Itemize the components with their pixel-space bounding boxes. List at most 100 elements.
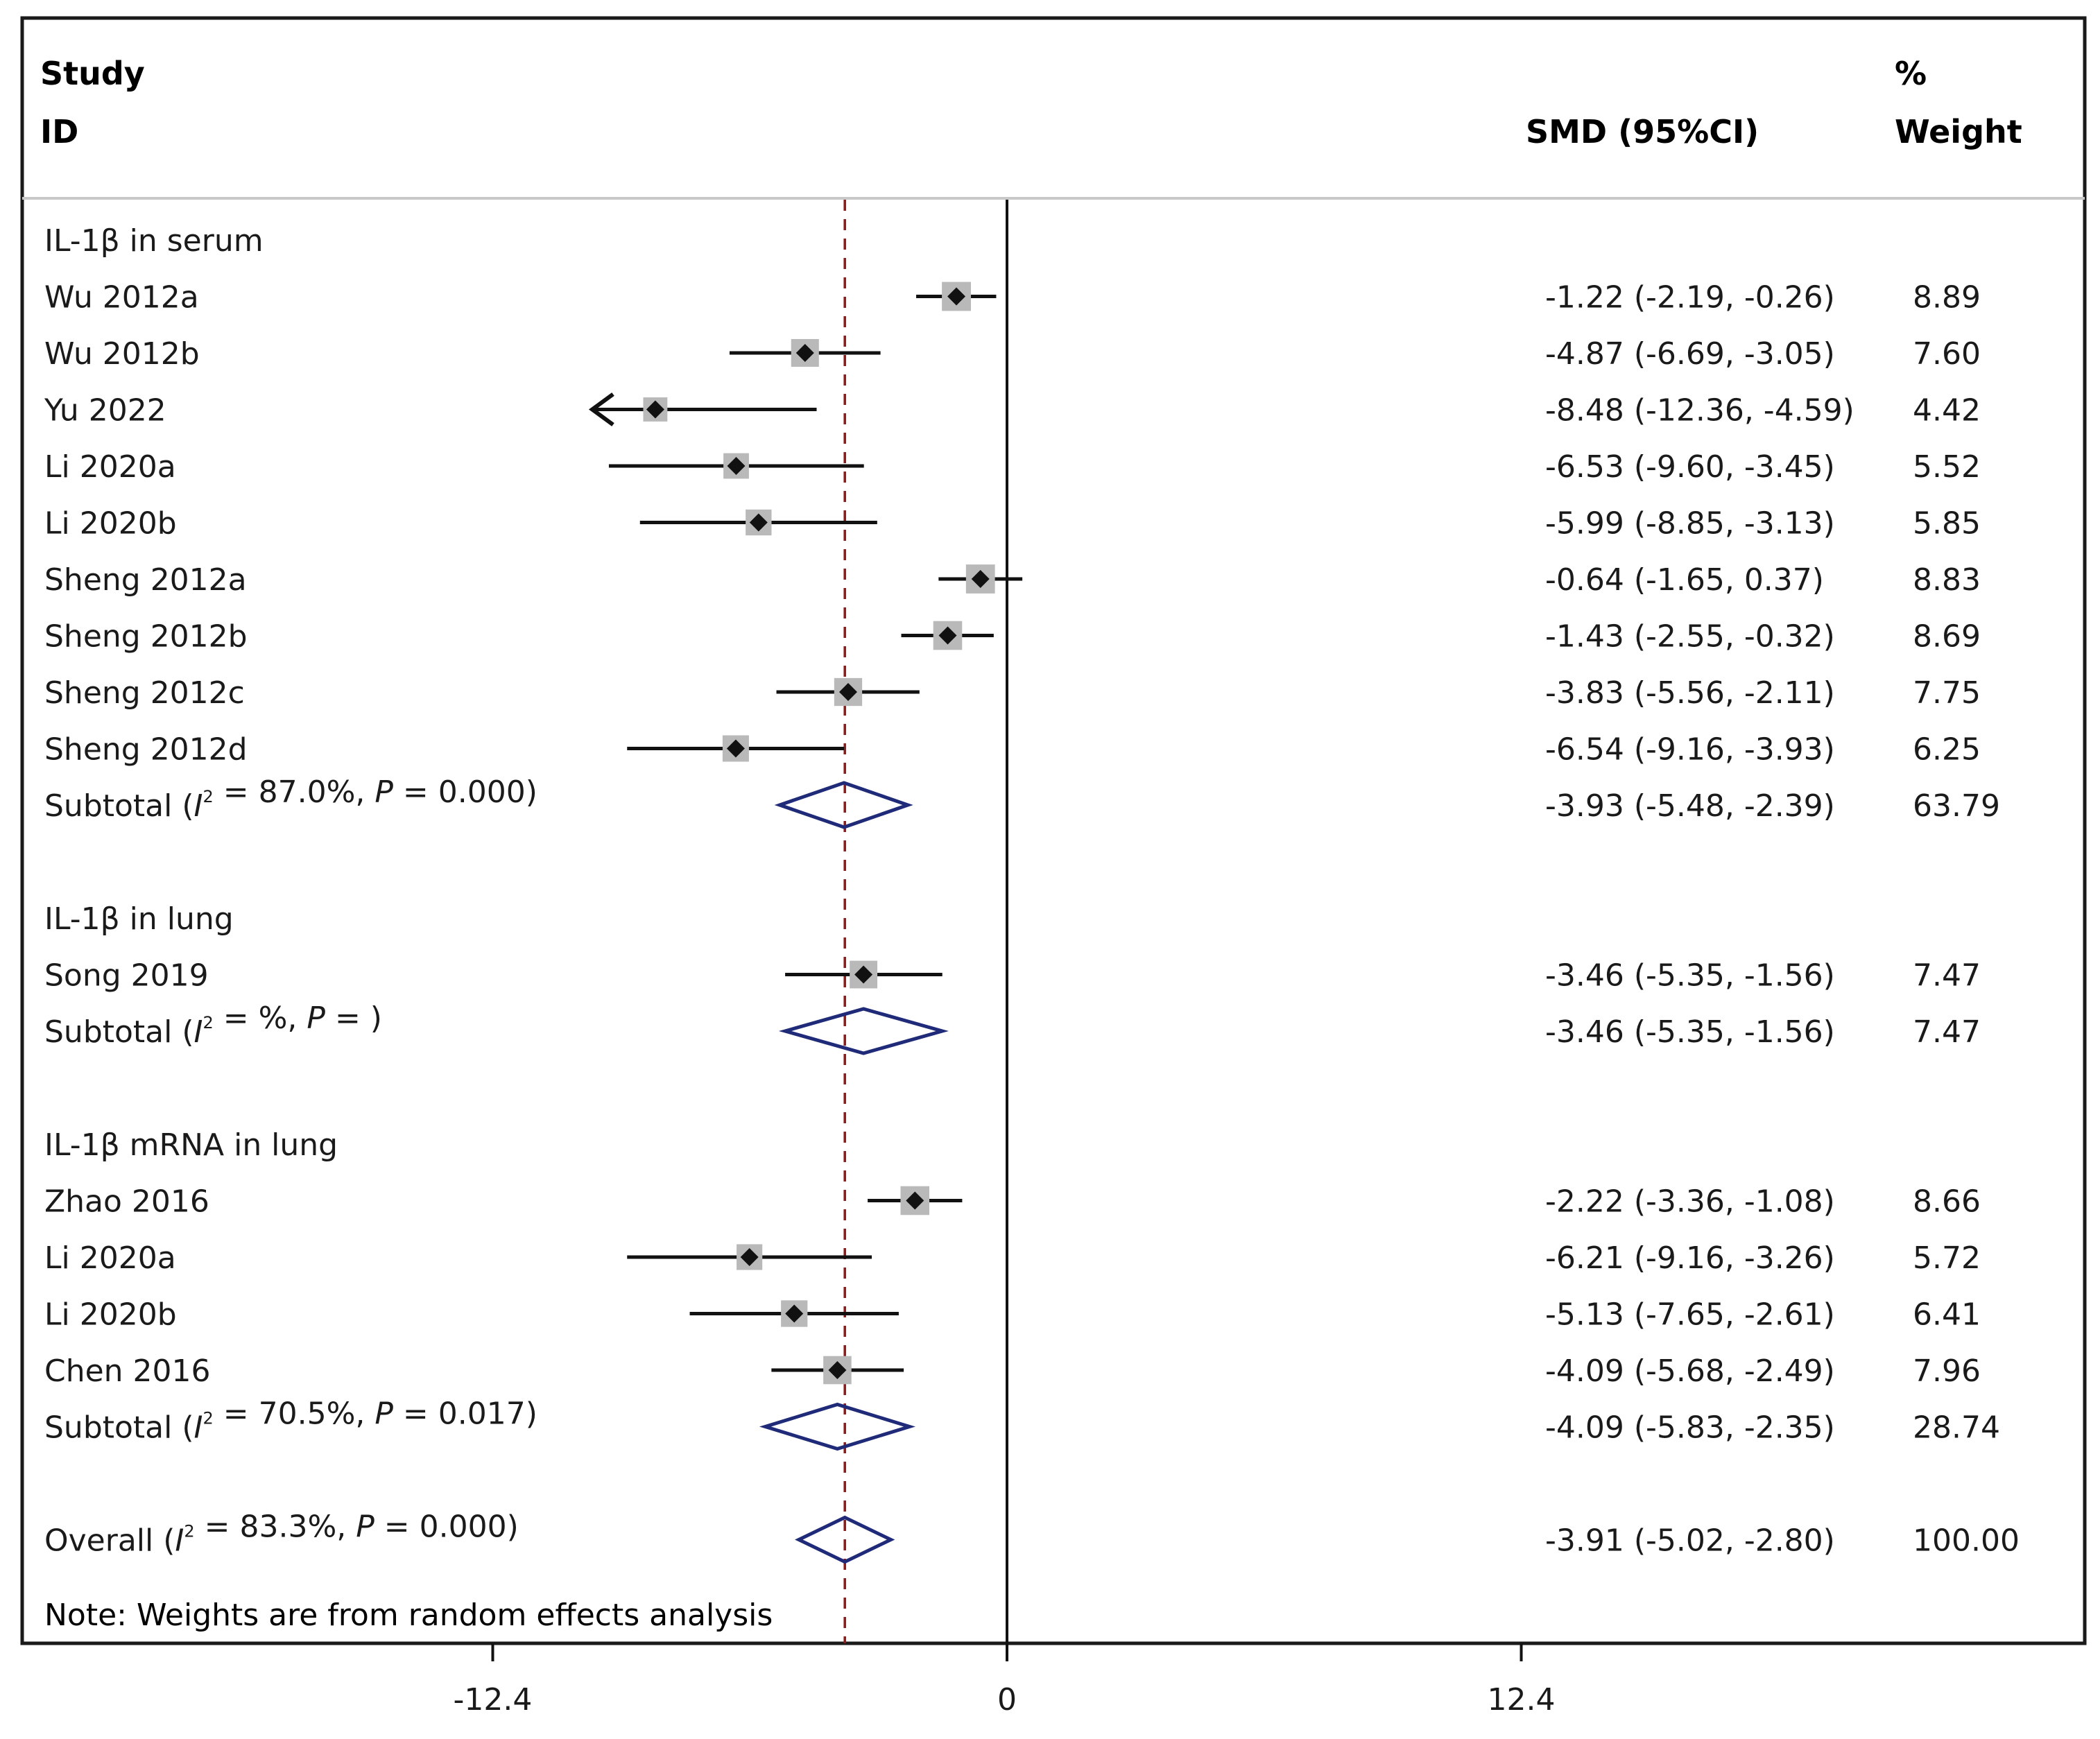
study-label: Li 2020a [44,1240,176,1276]
study-label: Song 2019 [44,958,209,994]
study-label: Li 2020b [44,1297,177,1333]
effect-size-ci-text: -3.93 (-5.48, -2.39) [1545,788,1835,824]
study-row: Song 2019 -3.46 (-5.35, -1.56) 7.47 [44,958,1981,994]
x-axis-tick-label: 12.4 [1488,1682,1556,1718]
study-label: Sheng 2012b [44,619,248,655]
weight-text: 8.83 [1913,562,1981,598]
weight-text: 8.89 [1913,280,1981,315]
weight-text: 4.42 [1913,393,1981,429]
weight-text: 8.69 [1913,619,1981,655]
study-label: Wu 2012b [44,336,200,372]
effect-size-ci-text: -3.46 (-5.35, -1.56) [1545,958,1835,994]
point-estimate-marker [854,965,873,984]
point-estimate-marker [726,739,745,758]
header-weight: Weight [1895,113,2022,150]
subtotal-pooled-diamond [778,1007,949,1055]
study-row: Li 2020b -5.13 (-7.65, -2.61) 6.41 [44,1297,1981,1333]
study-label: Zhao 2016 [44,1184,209,1220]
study-label: Li 2020b [44,506,177,542]
point-estimate-marker [838,683,857,701]
group-label: IL-1β in serum [44,223,264,259]
group-label: IL-1β in lung [44,901,234,937]
weight-text: 7.60 [1913,336,1981,372]
study-row: Chen 2016 -4.09 (-5.68, -2.49) 7.96 [44,1353,1981,1389]
x-axis-tick-label: 0 [997,1682,1017,1718]
study-row: Li 2020b -5.99 (-8.85, -3.13) 5.85 [44,506,1981,542]
group-row: IL-1β in serum [44,223,264,259]
effect-size-ci-text: -3.91 (-5.02, -2.80) [1545,1523,1835,1559]
point-estimate-marker [785,1304,804,1323]
effect-size-ci-text: -3.46 (-5.35, -1.56) [1545,1014,1835,1050]
weight-text: 5.85 [1913,506,1981,542]
effect-size-ci-text: -6.53 (-9.60, -3.45) [1545,449,1835,485]
weight-text: 6.41 [1913,1297,1981,1333]
study-row: Sheng 2012b -1.43 (-2.55, -0.32) 8.69 [44,619,1981,655]
overall-row: Overall (I2 = 83.3%, P = 0.000) -3.91 (-5… [44,1509,2020,1564]
study-row: Sheng 2012d -6.54 (-9.16, -3.93) 6.25 [44,732,1981,768]
point-estimate-marker [646,400,664,419]
subtotal-pooled-diamond [774,781,913,829]
group-row: IL-1β in lung [44,901,234,937]
overall-label: Overall (I2 = 83.3%, P = 0.000) [44,1509,519,1559]
subtotal-label: Subtotal (I2 = %, P = ) [44,1001,382,1050]
weight-text: 28.74 [1913,1410,2000,1446]
study-label: Sheng 2012c [44,675,245,711]
header-smd: SMD (95%CI) [1526,113,1759,150]
header-study: Study [40,55,145,92]
effect-size-ci-text: -4.87 (-6.69, -3.05) [1545,336,1835,372]
effect-size-ci-text: -6.21 (-9.16, -3.26) [1545,1240,1835,1276]
study-row: Wu 2012a -1.22 (-2.19, -0.26) 8.89 [44,280,1981,315]
weight-text: 7.47 [1913,1014,1981,1050]
effect-size-ci-text: -5.99 (-8.85, -3.13) [1545,506,1835,542]
study-row: Yu 2022 -8.48 (-12.36, -4.59) 4.42 [44,392,1981,429]
subtotal-label: Subtotal (I2 = 87.0%, P = 0.000) [44,775,537,824]
study-label: Li 2020a [44,449,176,485]
study-row: Zhao 2016 -2.22 (-3.36, -1.08) 8.66 [44,1184,1981,1220]
effect-size-ci-text: -4.09 (-5.68, -2.49) [1545,1353,1835,1389]
weight-text: 100.00 [1913,1523,2020,1559]
overall-pooled-diamond [795,1515,895,1564]
note-text: Note: Weights are from random effects an… [44,1598,773,1633]
weight-text: 6.25 [1913,732,1981,768]
subtotal-pooled-diamond [759,1402,915,1451]
group-label: IL-1β mRNA in lung [44,1127,338,1163]
weight-text: 5.72 [1913,1240,1981,1276]
weight-text: 7.47 [1913,958,1981,994]
subtotal-row: Subtotal (I2 = 70.5%, P = 0.017) -4.09 (-… [44,1396,2000,1451]
study-row: Sheng 2012a -0.64 (-1.65, 0.37) 8.83 [44,562,1981,598]
study-label: Sheng 2012a [44,562,247,598]
subtotal-row: Subtotal (I2 = %, P = ) -3.46 (-5.35, -1.… [44,1001,1981,1055]
effect-size-ci-text: -8.48 (-12.36, -4.59) [1545,393,1854,429]
point-estimate-marker [938,626,957,645]
study-label: Wu 2012a [44,280,199,315]
header-id: ID [40,113,78,150]
effect-size-ci-text: -1.43 (-2.55, -0.32) [1545,619,1835,655]
study-label: Sheng 2012d [44,732,248,768]
weight-text: 7.75 [1913,675,1981,711]
effect-size-ci-text: -4.09 (-5.83, -2.35) [1545,1410,1835,1446]
study-label: Chen 2016 [44,1353,211,1389]
study-label: Yu 2022 [44,393,166,429]
point-estimate-marker [947,287,966,306]
study-row: Wu 2012b -4.87 (-6.69, -3.05) 7.60 [44,336,1981,372]
effect-size-ci-text: -3.83 (-5.56, -2.11) [1545,675,1835,711]
subtotal-label: Subtotal (I2 = 70.5%, P = 0.017) [44,1396,537,1446]
header-percent: % [1895,55,1927,92]
effect-size-ci-text: -5.13 (-7.65, -2.61) [1545,1297,1835,1333]
weight-text: 5.52 [1913,449,1981,485]
point-estimate-marker [740,1248,759,1266]
effect-size-ci-text: -0.64 (-1.65, 0.37) [1545,562,1824,598]
plot-frame [20,16,2087,1645]
effect-size-ci-text: -1.22 (-2.19, -0.26) [1545,280,1835,315]
weight-text: 63.79 [1913,788,2000,824]
study-row: Li 2020a -6.21 (-9.16, -3.26) 5.72 [44,1240,1981,1276]
point-estimate-marker [749,513,768,532]
point-estimate-marker [906,1191,924,1210]
ci-truncation-arrow [588,392,614,426]
point-estimate-marker [795,344,814,362]
study-row: Sheng 2012c -3.83 (-5.56, -2.11) 7.75 [44,675,1981,711]
point-estimate-marker [971,570,990,588]
weight-text: 8.66 [1913,1184,1981,1220]
group-row: IL-1β mRNA in lung [44,1127,338,1163]
